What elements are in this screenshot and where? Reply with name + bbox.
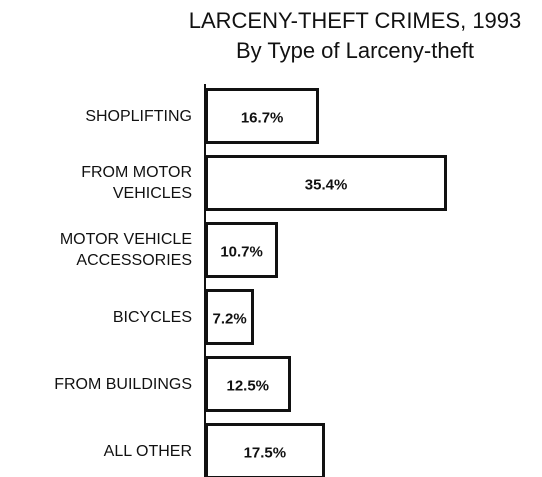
value-label: 16.7% [240,109,284,127]
value-label: 7.2% [212,310,247,328]
category-label: ALL OTHER [103,442,192,460]
category-label: FROM MOTOR VEHICLES [81,164,192,202]
value-label: 35.4% [304,176,348,194]
axis-line [204,84,206,477]
category-label: FROM BUILDINGS [54,375,192,393]
category-label: SHOPLIFTING [85,107,192,125]
value-label: 10.7% [220,243,263,261]
bar [205,289,255,345]
bar [205,155,448,211]
bar [205,356,291,412]
chart-title: LARCENY-THEFT CRIMES, 1993 [188,8,522,33]
bar [205,88,320,144]
category-label: MOTOR VEHICLE ACCESSORIES [59,231,192,269]
chart-subtitle: By Type of Larceny-theft [235,38,475,63]
value-label: 17.5% [243,444,287,462]
value-label: 12.5% [226,377,270,395]
bar [205,423,325,477]
category-label: BICYCLES [112,308,192,326]
bar [205,222,279,278]
